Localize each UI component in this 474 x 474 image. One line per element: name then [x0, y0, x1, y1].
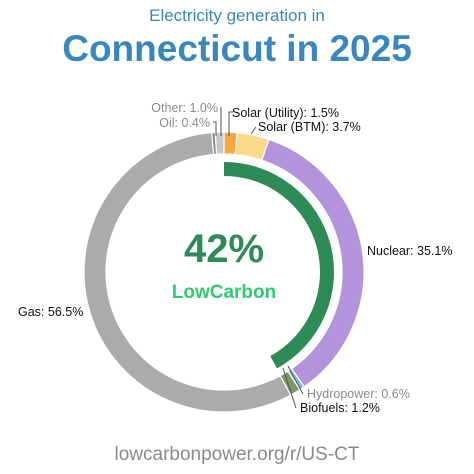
label-nuclear: Nuclear: 35.1% — [367, 244, 452, 258]
donut-slices — [83, 131, 365, 413]
leader-line — [220, 107, 222, 136]
chart-subtitle: Electricity generation in — [149, 6, 325, 25]
chart-title: Connecticut in 2025 — [62, 28, 412, 69]
label-other: Other: 1.0% — [151, 101, 218, 115]
leader-line — [287, 365, 304, 395]
low-carbon-percent: 42% — [184, 227, 264, 271]
leader-line — [250, 126, 257, 135]
label-gas: Gas: 56.5% — [18, 305, 83, 319]
slice-labels: Solar (Utility): 1.5%Solar (BTM): 3.7% Nu… — [18, 101, 452, 415]
label-solar-btm: Solar (BTM): 3.7% — [258, 120, 361, 134]
leader-line — [213, 121, 217, 136]
label-hydropower: Hydropower: 0.6% — [307, 387, 410, 401]
leader-line — [228, 111, 233, 136]
label-solar-utility: Solar (Utility): 1.5% — [232, 106, 339, 120]
low-carbon-arc-group — [223, 162, 334, 369]
source-url[interactable]: lowcarbonpower.org/r/US-CT — [114, 444, 360, 465]
label-oil: Oil: 0.4% — [159, 116, 210, 130]
label-biofuels: Biofuels: 1.2% — [300, 401, 380, 415]
label-leaders — [213, 107, 304, 409]
leader-line — [282, 367, 297, 409]
low-carbon-arc — [223, 162, 334, 369]
slice-other[interactable] — [214, 131, 225, 155]
low-carbon-brand: LowCarbon — [172, 282, 277, 303]
